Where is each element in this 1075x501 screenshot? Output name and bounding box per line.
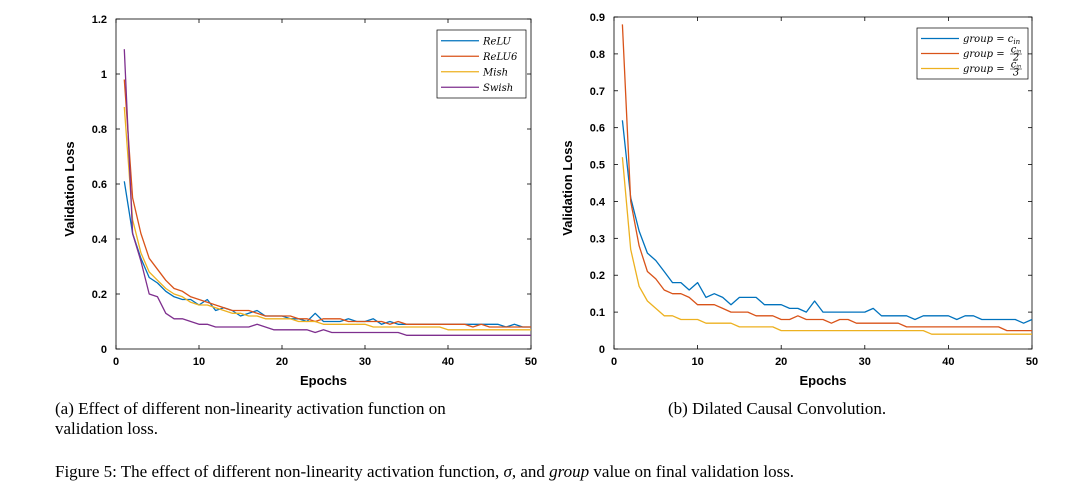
x-tick-label: 30 — [859, 356, 871, 368]
caption-a: (a) Effect of different non-linearity ac… — [55, 399, 446, 439]
figure-caption-prefix: Figure 5: The effect of different non-li… — [55, 462, 500, 481]
y-axis-title: Validation Loss — [560, 140, 575, 235]
y-tick-label: 0.8 — [92, 124, 107, 136]
y-tick-label: 0.3 — [590, 233, 605, 245]
series-line-1 — [621, 120, 1033, 324]
y-tick-label: 0.5 — [590, 160, 605, 172]
series-line-3 — [621, 157, 1032, 335]
chart-a: 0 10 20 30 40 50 0 0.2 0.4 0.6 0.8 1 1.2 Epochs Valida… — [62, 14, 537, 388]
legend-label: group = cin — [963, 34, 1021, 46]
caption-b: (b) Dilated Causal Convolution. — [668, 399, 887, 418]
x-tick-label: 40 — [942, 356, 954, 368]
series-line-1 — [123, 181, 531, 328]
x-tick-label: 20 — [775, 356, 787, 368]
y-tick-label: 0.7 — [590, 86, 605, 98]
x-tick-label: 40 — [442, 356, 454, 368]
series-line-2 — [621, 24, 1032, 332]
y-tick-label: 0.9 — [590, 12, 605, 24]
legend-label: group = — [963, 64, 1005, 75]
chart-b: 0 10 20 30 40 50 0 0.1 0.2 0.3 0.4 0.5 0.6 0.7 0.8 0.9 E… — [560, 12, 1038, 388]
x-tick-label: 0 — [611, 356, 617, 368]
legend-label: ReLU — [482, 36, 512, 47]
y-axis-title: Validation Loss — [62, 141, 77, 236]
figure-caption-mid: , and — [511, 462, 545, 481]
y-tick-label: 0.6 — [590, 123, 605, 135]
x-axis-title: Epochs — [800, 373, 847, 388]
y-tick-label: 0 — [101, 344, 107, 356]
series-line-4 — [123, 49, 531, 336]
legend-label: group = — [963, 49, 1005, 60]
y-tick-label: 0.2 — [92, 289, 107, 301]
x-tick-label: 0 — [113, 356, 119, 368]
y-tick-label: 0.6 — [92, 179, 107, 191]
series-line-2 — [123, 79, 531, 328]
figure-caption-suffix: value on final validation loss. — [593, 462, 795, 481]
legend-label: ReLU6 — [482, 52, 518, 63]
legend-label-den: 3 — [1013, 68, 1019, 79]
y-tick-label: 0.8 — [590, 49, 605, 61]
legend-label: Swish — [483, 83, 513, 94]
caption-a-line1: (a) Effect of different non-linearity ac… — [55, 399, 446, 418]
legend-label-num: cin — [1011, 45, 1021, 56]
x-tick-label: 10 — [193, 356, 205, 368]
y-tick-label: 0 — [599, 344, 605, 356]
caption-a-line2: validation loss. — [55, 419, 158, 438]
y-tick-label: 0.1 — [590, 307, 605, 319]
legend-label: Mish — [482, 67, 508, 78]
series-line-3 — [123, 106, 531, 331]
x-tick-label: 50 — [1026, 356, 1038, 368]
y-tick-label: 0.4 — [590, 196, 606, 208]
figure-caption-sigma: σ — [503, 462, 512, 481]
figure-caption: Figure 5: The effect of different non-li… — [55, 462, 794, 482]
x-axis-title: Epochs — [300, 373, 347, 388]
x-tick-label: 20 — [276, 356, 288, 368]
y-tick-label: 1.2 — [92, 14, 107, 26]
x-tick-label: 50 — [525, 356, 537, 368]
figure-caption-group: group — [549, 462, 590, 481]
legend-label-den: 2 — [1012, 53, 1019, 64]
y-tick-label: 0.4 — [92, 234, 108, 246]
legend-label-num: cin — [1011, 60, 1021, 71]
y-tick-label: 0.2 — [590, 270, 605, 282]
x-tick-label: 30 — [359, 356, 371, 368]
figure-canvas: 0 10 20 30 40 5000.20.40.60.811.2EpochsValida… — [62, 12, 1038, 388]
y-tick-label: 1 — [101, 69, 107, 81]
plot-frame — [613, 16, 1033, 350]
x-tick-label: 10 — [691, 356, 703, 368]
